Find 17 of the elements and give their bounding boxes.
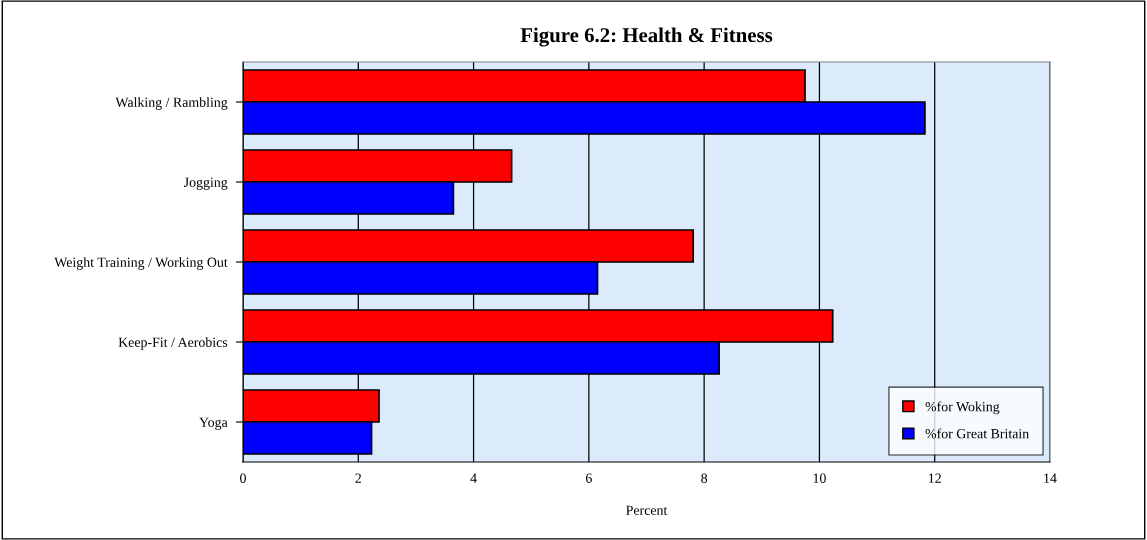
- legend-label: %for Great Britain: [925, 428, 1029, 439]
- x-tick-label: 12: [928, 473, 941, 483]
- y-tick-label: Jogging: [184, 177, 228, 190]
- x-tick-label: 6: [585, 473, 592, 483]
- y-tick-label: Yoga: [199, 417, 228, 430]
- x-tick-label: 2: [355, 473, 361, 483]
- y-tick-label: Weight Training / Working Out: [54, 257, 228, 270]
- chart-title: Figure 6.2: Health & Fitness: [520, 27, 773, 47]
- x-tick-label: 0: [240, 473, 246, 483]
- y-tick-label: Keep-Fit / Aerobics: [118, 337, 228, 350]
- x-tick-label: 10: [813, 473, 826, 483]
- x-tick-label: 8: [701, 473, 708, 483]
- y-tick-label: Walking / Rambling: [115, 97, 228, 110]
- x-axis-title: Percent: [626, 505, 668, 515]
- x-tick-label: 4: [470, 473, 477, 483]
- x-tick-label: 14: [1044, 473, 1057, 483]
- legend-label: %for Woking: [925, 401, 1000, 415]
